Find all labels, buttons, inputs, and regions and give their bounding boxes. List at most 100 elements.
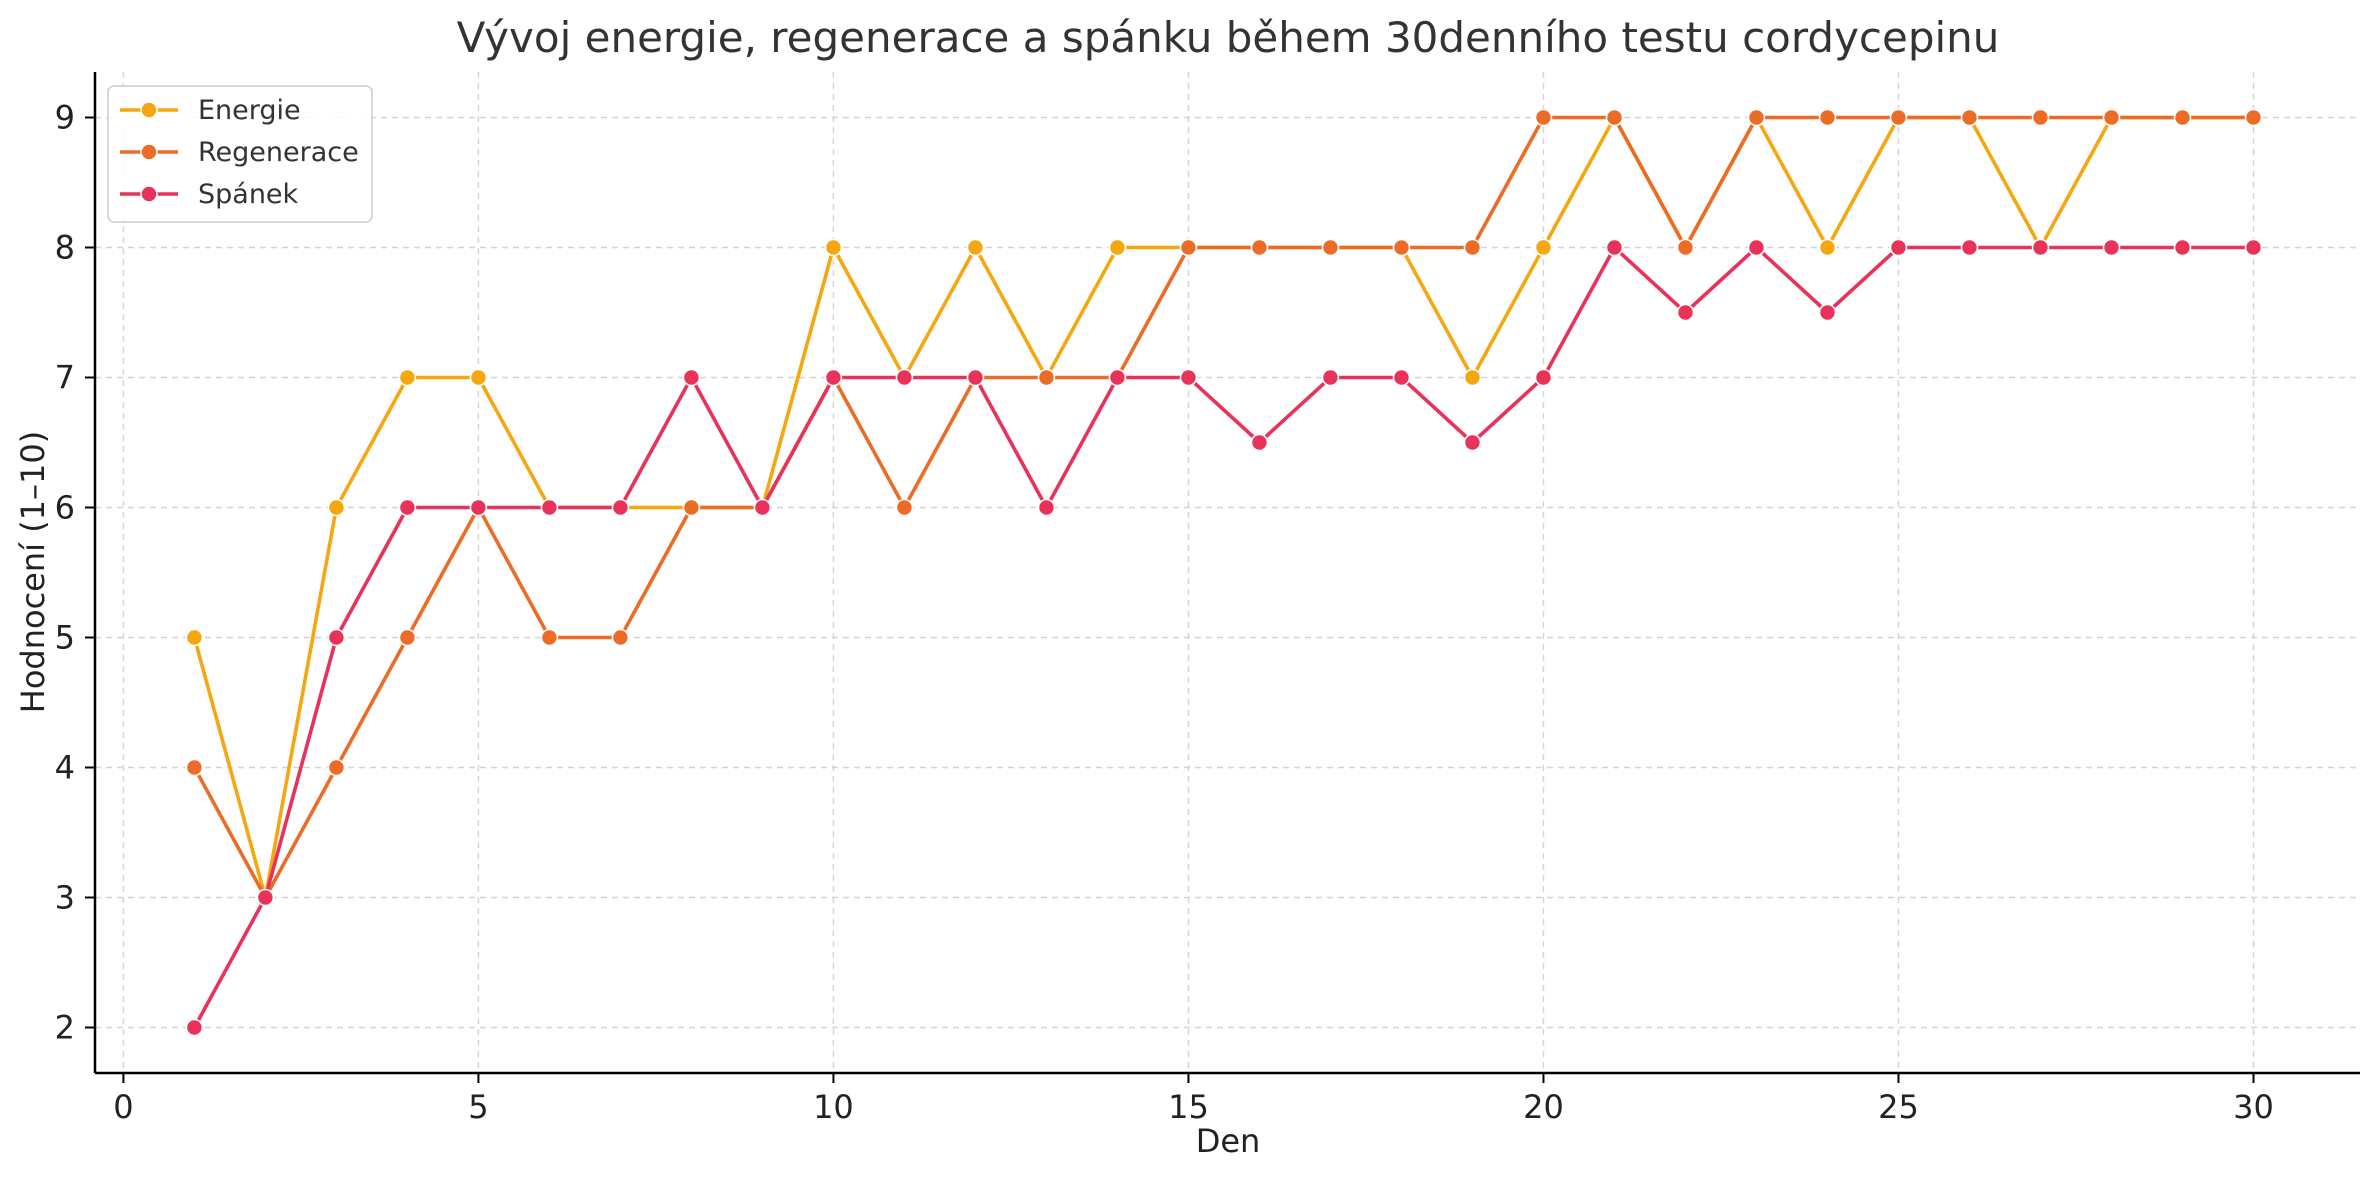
data-point-energie [1534, 238, 1553, 257]
x-tick-label: 25 [1878, 1088, 1919, 1126]
series-line-regenerace [192, 115, 2256, 900]
data-point-spanek [611, 498, 630, 517]
data-point-regenerace [1392, 238, 1411, 257]
legend: Energie Regenerace Spánek [107, 85, 373, 223]
data-point-spanek [1463, 433, 1482, 452]
data-point-spanek [398, 498, 417, 517]
data-point-spanek [540, 498, 559, 517]
data-point-regenerace [398, 628, 417, 647]
data-point-energie [1463, 368, 1482, 387]
data-point-regenerace [1676, 238, 1695, 257]
data-point-spanek [1250, 433, 1269, 452]
y-tick-label: 4 [55, 749, 75, 787]
data-point-spanek [1321, 368, 1340, 387]
chart-title: Vývoj energie, regenerace a spánku během… [457, 13, 2000, 62]
x-tick-label: 5 [468, 1088, 488, 1126]
data-point-regenerace [1179, 238, 1198, 257]
data-point-regenerace [1534, 108, 1553, 127]
data-point-spanek [1108, 368, 1127, 387]
data-point-energie [966, 238, 985, 257]
y-tick-label: 2 [55, 1009, 75, 1047]
data-point-regenerace [682, 498, 701, 517]
data-point-regenerace [1250, 238, 1269, 257]
data-point-energie [469, 368, 488, 387]
data-point-energie [185, 628, 204, 647]
x-tick-label: 15 [1168, 1088, 1209, 1126]
data-point-energie [1818, 238, 1837, 257]
y-tick-label: 6 [55, 489, 75, 527]
data-point-regenerace [611, 628, 630, 647]
data-point-spanek [1889, 238, 1908, 257]
data-point-spanek [327, 628, 346, 647]
series-spanek [185, 238, 2263, 1037]
series-line-spanek [192, 245, 2256, 1030]
x-tick-label: 10 [813, 1088, 854, 1126]
y-tick-label: 8 [55, 229, 75, 267]
axes [93, 72, 2360, 1075]
data-point-spanek [2102, 238, 2121, 257]
data-point-spanek [1605, 238, 1624, 257]
x-tick-label: 20 [1523, 1088, 1564, 1126]
data-point-regenerace [1037, 368, 1056, 387]
data-point-spanek [1037, 498, 1056, 517]
y-ticks: 2 3 4 5 6 7 8 9 [55, 99, 95, 1047]
data-point-spanek [966, 368, 985, 387]
legend-box [107, 85, 373, 223]
data-point-regenerace [1605, 108, 1624, 127]
data-point-spanek [1818, 303, 1837, 322]
legend-marker-spanek [140, 185, 158, 203]
data-point-regenerace [185, 758, 204, 777]
data-point-spanek [1179, 368, 1198, 387]
data-point-spanek [682, 368, 701, 387]
data-point-spanek [824, 368, 843, 387]
legend-label-regenerace: Regenerace [198, 137, 359, 168]
data-point-regenerace [2031, 108, 2050, 127]
data-point-regenerace [327, 758, 346, 777]
x-tick-label: 0 [113, 1088, 133, 1126]
data-point-regenerace [1889, 108, 1908, 127]
data-point-spanek [2173, 238, 2192, 257]
grid [95, 72, 2360, 1073]
x-axis-label: Den [1196, 1122, 1261, 1160]
data-point-energie [327, 498, 346, 517]
data-point-spanek [2031, 238, 2050, 257]
data-point-regenerace [1747, 108, 1766, 127]
data-point-spanek [1747, 238, 1766, 257]
data-point-spanek [895, 368, 914, 387]
data-point-spanek [256, 888, 275, 907]
data-point-regenerace [895, 498, 914, 517]
data-point-spanek [1392, 368, 1411, 387]
y-tick-label: 9 [55, 99, 75, 137]
data-point-spanek [185, 1018, 204, 1037]
data-point-regenerace [2102, 108, 2121, 127]
data-point-regenerace [540, 628, 559, 647]
y-tick-label: 7 [55, 359, 75, 397]
legend-label-energie: Energie [198, 95, 301, 126]
data-point-energie [824, 238, 843, 257]
y-tick-label: 5 [55, 619, 75, 657]
legend-marker-energie [140, 101, 158, 119]
data-point-spanek [1534, 368, 1553, 387]
x-ticks: 0 5 10 15 20 25 30 [113, 1073, 2274, 1126]
data-point-spanek [1960, 238, 1979, 257]
data-point-spanek [1676, 303, 1695, 322]
data-point-regenerace [1960, 108, 1979, 127]
y-tick-label: 3 [55, 879, 75, 917]
x-tick-label: 30 [2233, 1088, 2274, 1126]
data-point-spanek [2244, 238, 2263, 257]
data-point-energie [398, 368, 417, 387]
y-axis-label: Hodnocení (1–10) [14, 431, 52, 713]
data-point-regenerace [2244, 108, 2263, 127]
data-point-regenerace [1463, 238, 1482, 257]
data-point-energie [1108, 238, 1127, 257]
data-point-regenerace [2173, 108, 2192, 127]
data-point-regenerace [1818, 108, 1837, 127]
data-point-spanek [469, 498, 488, 517]
series [185, 108, 2263, 1037]
legend-marker-regenerace [140, 143, 158, 161]
data-point-spanek [753, 498, 772, 517]
data-point-regenerace [1321, 238, 1340, 257]
legend-label-spanek: Spánek [198, 179, 299, 210]
